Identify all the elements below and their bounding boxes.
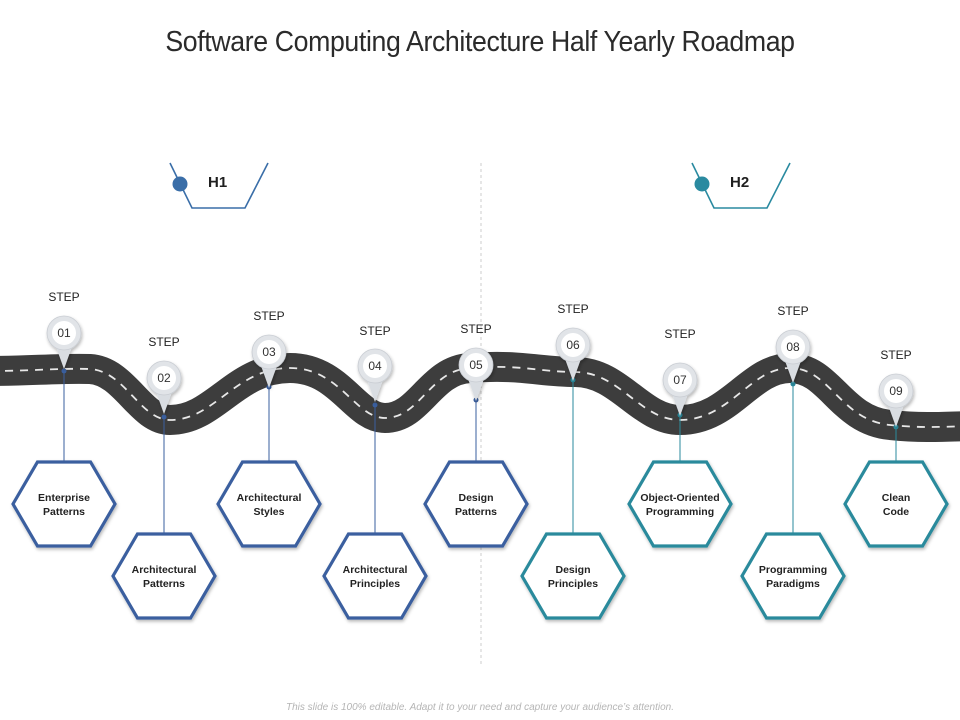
page-title: Software Computing Architecture Half Yea… bbox=[165, 26, 795, 58]
step-hexagon bbox=[843, 460, 949, 548]
step-hexagon bbox=[740, 532, 846, 620]
pin-face bbox=[668, 368, 692, 392]
step-number: 05 bbox=[469, 358, 483, 372]
step-number: 07 bbox=[673, 373, 687, 387]
step-pin bbox=[878, 373, 914, 427]
step-description: Design Patterns bbox=[455, 492, 497, 518]
step-number: 06 bbox=[566, 338, 580, 352]
step-number: 01 bbox=[57, 326, 71, 340]
pin-face bbox=[152, 366, 176, 390]
step-description: Architectural Principles bbox=[343, 564, 408, 590]
step-number: 04 bbox=[368, 359, 382, 373]
half-header-h1: H1 bbox=[169, 162, 269, 209]
road-point bbox=[61, 368, 67, 374]
half-label: H2 bbox=[730, 174, 749, 191]
step-label: STEP bbox=[557, 302, 588, 316]
step-label: STEP bbox=[880, 348, 911, 362]
step-description: Enterprise Patterns bbox=[38, 492, 90, 518]
roadmap-step-08: 08 STEP Programming Paradigms bbox=[740, 304, 846, 620]
step-pin bbox=[555, 327, 591, 381]
roadmap-step-07: 07 STEP Object-Oriented Programming bbox=[627, 327, 733, 548]
pin-tail bbox=[55, 344, 73, 369]
step-description: Object-Oriented Programming bbox=[640, 492, 719, 518]
pin-tail bbox=[366, 377, 384, 402]
roadmap-step-09: 09 STEP Clean Code bbox=[843, 348, 949, 548]
step-description: Design Principles bbox=[548, 564, 598, 590]
step-label: STEP bbox=[777, 304, 808, 318]
pin-face bbox=[257, 340, 281, 364]
road-point bbox=[790, 381, 796, 387]
step-label: STEP bbox=[359, 324, 390, 338]
step-description: Programming Paradigms bbox=[759, 564, 827, 590]
pin-tail bbox=[260, 363, 278, 388]
half-marker-dot bbox=[172, 176, 188, 192]
footer-note: This slide is 100% editable. Adapt it to… bbox=[285, 702, 675, 713]
road-point bbox=[161, 414, 167, 420]
roadmap-step-02: 02 STEP Architectural Patterns bbox=[111, 335, 217, 620]
pin-tail bbox=[784, 358, 802, 383]
pin-tail bbox=[671, 391, 689, 416]
step-number: 02 bbox=[157, 371, 171, 385]
step-pin bbox=[146, 360, 182, 414]
roadmap-step-05: 05 STEP Design Patterns bbox=[423, 322, 529, 548]
step-number: 08 bbox=[786, 340, 800, 354]
half-label: H1 bbox=[208, 174, 227, 191]
pin-face bbox=[781, 335, 805, 359]
pin-face bbox=[884, 379, 908, 403]
pin-tail bbox=[887, 402, 905, 427]
step-description: Architectural Styles bbox=[237, 492, 302, 518]
road-point bbox=[372, 402, 378, 408]
pin-face bbox=[363, 354, 387, 378]
step-label: STEP bbox=[253, 309, 284, 323]
step-pin bbox=[662, 362, 698, 416]
step-hexagon bbox=[423, 460, 529, 548]
pin-tail bbox=[467, 376, 485, 401]
roadmap-step-04: 04 STEP Architectural Principles bbox=[322, 324, 428, 620]
step-pin bbox=[251, 334, 287, 388]
step-label: STEP bbox=[148, 335, 179, 349]
step-hexagon bbox=[627, 460, 733, 548]
roadmap-step-06: 06 STEP Design Principles bbox=[520, 302, 626, 620]
step-description: Architectural Patterns bbox=[132, 564, 197, 590]
half-marker-dot bbox=[694, 176, 710, 192]
step-label: STEP bbox=[664, 327, 695, 341]
step-pin bbox=[357, 348, 393, 402]
step-hexagon bbox=[11, 460, 117, 548]
step-pin bbox=[458, 347, 494, 401]
pin-face bbox=[52, 321, 76, 345]
step-hexagon bbox=[322, 532, 428, 620]
pin-face bbox=[561, 333, 585, 357]
step-hexagon bbox=[520, 532, 626, 620]
step-number: 03 bbox=[262, 345, 276, 359]
step-pin bbox=[775, 329, 811, 383]
step-number: 09 bbox=[889, 384, 903, 398]
step-hexagon bbox=[111, 532, 217, 620]
pin-face bbox=[464, 353, 488, 377]
roadmap-step-01: 01 STEP Enterprise Patterns bbox=[11, 290, 117, 548]
pin-tail bbox=[155, 389, 173, 414]
step-description: Clean Code bbox=[882, 492, 911, 518]
step-label: STEP bbox=[48, 290, 79, 304]
roadmap-step-03: 03 STEP Architectural Styles bbox=[216, 309, 322, 548]
half-header-h2: H2 bbox=[691, 162, 791, 209]
step-pin bbox=[46, 315, 82, 369]
step-label: STEP bbox=[460, 322, 491, 336]
pin-tail bbox=[564, 356, 582, 381]
step-hexagon bbox=[216, 460, 322, 548]
